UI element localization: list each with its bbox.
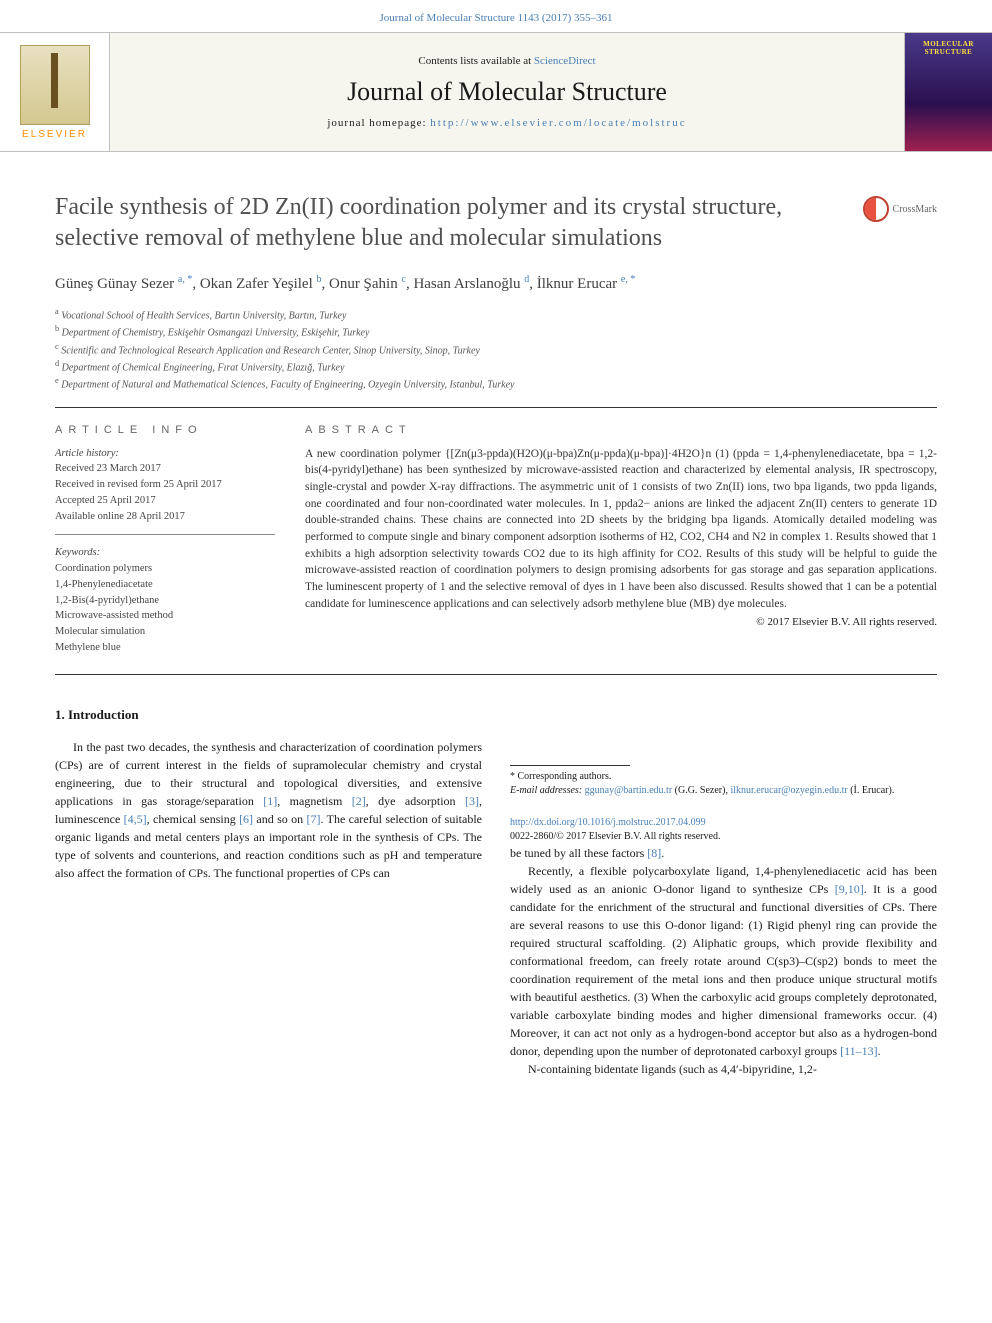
header-center: Contents lists available at ScienceDirec… <box>110 33 904 151</box>
keywords-label: Keywords: <box>55 545 275 561</box>
intro-heading: 1. Introduction <box>55 705 482 725</box>
ref-link[interactable]: [7] <box>307 812 321 826</box>
email2-link[interactable]: ilknur.erucar@ozyegin.edu.tr <box>730 785 847 796</box>
crossmark-badge[interactable]: CrossMark <box>863 196 937 222</box>
article-info-heading: ARTICLE INFO <box>55 424 275 436</box>
doi-link[interactable]: http://dx.doi.org/10.1016/j.molstruc.201… <box>510 817 706 828</box>
rule-top <box>55 407 937 408</box>
ref-link[interactable]: [6] <box>239 812 253 826</box>
elsevier-tree-icon <box>20 45 90 125</box>
ref-link[interactable]: [2] <box>352 794 366 808</box>
keyword-line: Microwave-assisted method <box>55 608 275 624</box>
affiliation-line: c Scientific and Technological Research … <box>55 341 937 358</box>
email1-link[interactable]: ggunay@bartin.edu.tr <box>585 785 673 796</box>
history-label: Article history: <box>55 446 275 462</box>
keyword-line: 1,4-Phenylenediacetate <box>55 577 275 593</box>
footer-block: * Corresponding authors. E-mail addresse… <box>510 765 937 844</box>
issn-line: 0022-2860/© 2017 Elsevier B.V. All right… <box>510 831 720 842</box>
authors: Güneş Günay Sezer a, *, Okan Zafer Yeşil… <box>55 272 937 296</box>
corr-label: * Corresponding authors. <box>510 770 937 784</box>
homepage-label: journal homepage: <box>327 117 430 129</box>
body-p3: Recently, a flexible polycarboxylate lig… <box>510 862 937 1060</box>
affiliations: a Vocational School of Health Services, … <box>55 306 937 393</box>
history-line: Received 23 March 2017 <box>55 461 275 477</box>
affiliation-line: e Department of Natural and Mathematical… <box>55 375 937 392</box>
header-band: ELSEVIER Contents lists available at Sci… <box>0 32 992 152</box>
ref-link[interactable]: [9,10] <box>835 882 864 896</box>
email-line: E-mail addresses: ggunay@bartin.edu.tr (… <box>510 784 937 798</box>
affiliation-line: b Department of Chemistry, Eskişehir Osm… <box>55 323 937 340</box>
email2-name: (İ. Erucar). <box>848 785 895 796</box>
abstract-text: A new coordination polymer {[Zn(μ3-ppda)… <box>305 446 937 613</box>
contents-line: Contents lists available at ScienceDirec… <box>418 55 595 67</box>
affiliation-line: a Vocational School of Health Services, … <box>55 306 937 323</box>
elsevier-logo[interactable]: ELSEVIER <box>0 33 110 151</box>
keyword-line: Molecular simulation <box>55 624 275 640</box>
keyword-line: Methylene blue <box>55 640 275 656</box>
email1-name: (G.G. Sezer), <box>672 785 730 796</box>
ref-link[interactable]: [1] <box>263 794 277 808</box>
keywords-lines: Coordination polymers1,4-Phenylenediacet… <box>55 561 275 656</box>
history-lines: Received 23 March 2017Received in revise… <box>55 461 275 524</box>
ref-link[interactable]: [4,5] <box>124 812 147 826</box>
footnote-rule <box>510 765 630 766</box>
cover-label: MOLECULAR STRUCTURE <box>909 41 988 56</box>
article-title: Facile synthesis of 2D Zn(II) coordinati… <box>55 192 843 254</box>
sciencedirect-link[interactable]: ScienceDirect <box>534 55 596 67</box>
body-p4: N-containing bidentate ligands (such as … <box>510 1060 937 1078</box>
contents-text: Contents lists available at <box>418 55 533 67</box>
keyword-line: Coordination polymers <box>55 561 275 577</box>
history-line: Accepted 25 April 2017 <box>55 493 275 509</box>
citation-link[interactable]: Journal of Molecular Structure 1143 (201… <box>380 12 613 24</box>
ref-link[interactable]: [3] <box>465 794 479 808</box>
info-divider <box>55 534 275 535</box>
copyright-line: © 2017 Elsevier B.V. All rights reserved… <box>305 616 937 628</box>
history-line: Available online 28 April 2017 <box>55 509 275 525</box>
keyword-line: 1,2-Bis(4-pyridyl)ethane <box>55 593 275 609</box>
ref-link[interactable]: [8] <box>647 846 661 860</box>
article-info-col: ARTICLE INFO Article history: Received 2… <box>55 424 275 656</box>
crossmark-label: CrossMark <box>893 204 937 215</box>
body-p1: In the past two decades, the synthesis a… <box>55 738 482 882</box>
top-citation: Journal of Molecular Structure 1143 (201… <box>0 0 992 32</box>
journal-homepage: journal homepage: http://www.elsevier.co… <box>327 117 686 129</box>
affiliation-line: d Department of Chemical Engineering, Fı… <box>55 358 937 375</box>
body-p2: be tuned by all these factors [8]. <box>510 844 937 862</box>
journal-cover-thumb[interactable]: MOLECULAR STRUCTURE <box>904 33 992 151</box>
homepage-url[interactable]: http://www.elsevier.com/locate/molstruc <box>430 117 686 129</box>
doi-line: http://dx.doi.org/10.1016/j.molstruc.201… <box>510 816 937 844</box>
abstract-col: ABSTRACT A new coordination polymer {[Zn… <box>305 424 937 656</box>
body-columns: 1. Introduction In the past two decades,… <box>55 705 937 1078</box>
email-label: E-mail addresses: <box>510 785 585 796</box>
history-line: Received in revised form 25 April 2017 <box>55 477 275 493</box>
rule-body <box>55 674 937 675</box>
ref-link[interactable]: [11–13] <box>840 1044 878 1058</box>
elsevier-label: ELSEVIER <box>22 129 87 140</box>
crossmark-icon <box>863 196 889 222</box>
journal-title: Journal of Molecular Structure <box>347 77 667 107</box>
abstract-heading: ABSTRACT <box>305 424 937 436</box>
